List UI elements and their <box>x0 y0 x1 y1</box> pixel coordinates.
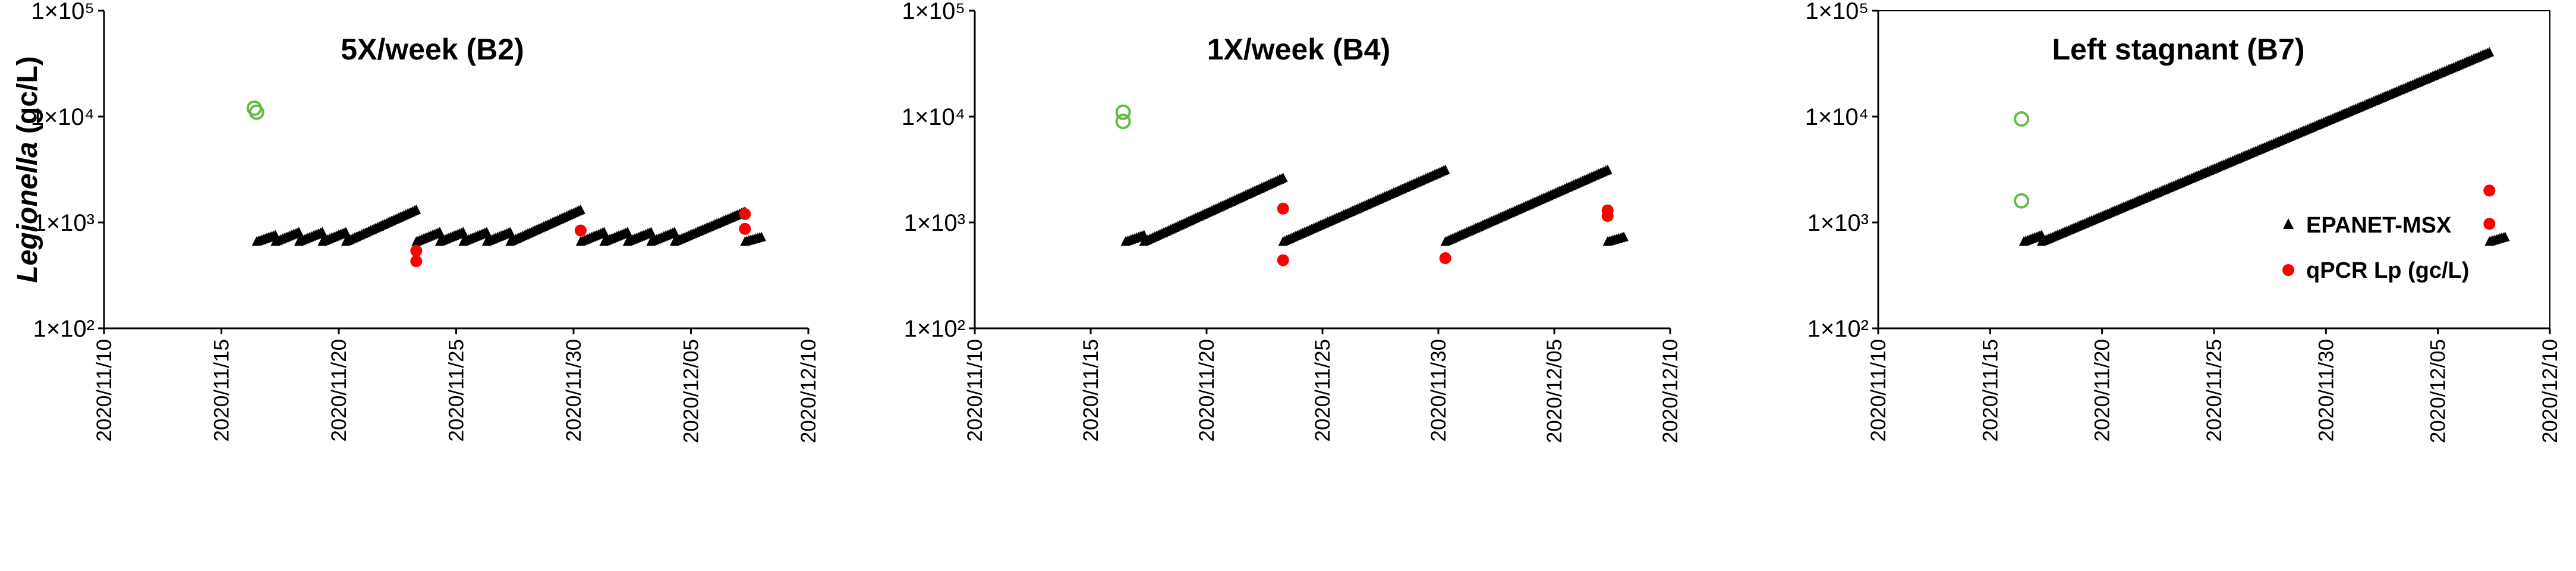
qpcr-open-point <box>1115 104 1131 120</box>
x-tick-label: 2020/11/15 <box>1979 339 2002 442</box>
x-tick-label: 2020/11/30 <box>562 339 585 442</box>
y-tick-label: 1×10² <box>904 316 965 342</box>
qpcr-open-point <box>248 104 264 120</box>
y-tick-label: 1×10³ <box>1807 210 1869 236</box>
x-tick-label: 2020/11/20 <box>1195 339 1218 442</box>
model-point <box>317 227 327 237</box>
legend: EPANET-MSX qPCR Lp (gc/L) <box>2282 213 2469 283</box>
y-tick-label: 1×10⁵ <box>902 0 965 24</box>
y-tick-label: 1×10⁴ <box>1805 104 1869 130</box>
y-tick-label: 1×10² <box>1807 316 1869 342</box>
y-tick-label: 1×10³ <box>33 210 95 236</box>
model-point <box>2484 46 2495 57</box>
qpcr-point <box>410 255 423 268</box>
y-tick-label: 1×10² <box>33 316 95 342</box>
x-tick-label: 2020/11/15 <box>210 339 234 442</box>
x-tick-label: 2020/11/10 <box>93 339 116 442</box>
x-tick-label: 2020/11/30 <box>1427 339 1450 442</box>
panel-b4: 1×10² 1×10³ 1×10⁴ 1×10⁵ 2020/11/10 2020/11/15… <box>902 0 1682 443</box>
legend-label: EPANET-MSX <box>2306 213 2452 238</box>
legend-label: qPCR Lp (gc/L) <box>2306 258 2469 283</box>
model-point <box>458 227 468 237</box>
model-point <box>1602 164 1613 174</box>
model-point <box>434 227 445 237</box>
y-tick-label: 1×10⁴ <box>902 104 965 130</box>
x-tick-label: 2020/11/25 <box>445 339 468 442</box>
x-tick-label: 2020/11/25 <box>1311 339 1334 442</box>
qpcr-point <box>1277 202 1289 215</box>
model-point <box>1278 172 1288 183</box>
y-tick-label: 1×10⁴ <box>31 104 95 130</box>
model-point <box>341 227 351 237</box>
model-point <box>757 231 766 241</box>
series-epanet-msx <box>1120 164 1629 246</box>
qpcr-point <box>739 208 751 220</box>
x-tick-label: 2020/12/05 <box>2427 339 2450 443</box>
qpcr-open-point <box>2014 111 2030 127</box>
panel-b7: 1×10² 1×10³ 1×10⁴ 1×10⁵ 2020/11/10 2020/11/15… <box>1805 0 2562 443</box>
y-axis-label: Legionella (gc/L) <box>12 56 43 283</box>
x-tick-label: 2020/12/10 <box>2539 339 2562 443</box>
model-point <box>669 227 679 237</box>
qpcr-point <box>2483 184 2496 197</box>
qpcr-open-point <box>2014 193 2030 209</box>
model-point <box>481 227 492 237</box>
chart-title: 5X/week (B2) <box>341 33 524 66</box>
series-epanet-msx <box>251 204 766 246</box>
panel-b2: 1×10² 1×10³ 1×10⁴ 1×10⁵ 2020/11/10 2020/11/15… <box>12 0 820 443</box>
qpcr-point <box>574 224 587 237</box>
model-point <box>1440 164 1450 174</box>
y-tick-label: 1×10⁵ <box>1805 0 1869 24</box>
qpcr-point <box>739 222 751 235</box>
x-tick-label: 2020/11/10 <box>963 339 987 442</box>
model-point <box>2500 231 2510 241</box>
qpcr-point <box>1439 252 1451 265</box>
x-tick-label: 2020/12/10 <box>797 339 820 443</box>
x-tick-label: 2020/11/25 <box>2203 339 2226 442</box>
x-tick-label: 2020/11/15 <box>1079 339 1103 442</box>
model-point <box>1619 231 1629 241</box>
x-tick-label: 2020/11/10 <box>1867 339 1890 442</box>
x-tick-label: 2020/12/05 <box>1543 339 1566 443</box>
x-tick-label: 2020/11/20 <box>327 339 351 442</box>
model-point <box>411 204 421 214</box>
series-epanet-msx <box>2018 46 2510 246</box>
model-point <box>622 227 632 237</box>
qpcr-point <box>1601 210 1614 222</box>
y-tick-label: 1×10⁵ <box>31 0 95 24</box>
chart-title: 1X/week (B4) <box>1207 33 1390 66</box>
qpcr-point <box>410 244 423 257</box>
x-tick-label: 2020/11/30 <box>2314 339 2338 442</box>
model-point <box>294 227 304 237</box>
legend-dot-icon <box>2282 264 2294 276</box>
y-tick-label: 1×10³ <box>904 210 965 236</box>
x-tick-label: 2020/11/20 <box>2091 339 2114 442</box>
model-point <box>599 227 609 237</box>
model-point <box>646 227 656 237</box>
qpcr-open-point <box>1115 114 1131 130</box>
legend-triangle-icon <box>2283 218 2294 229</box>
x-tick-label: 2020/12/05 <box>680 339 703 443</box>
chart-title: Left stagnant (B7) <box>2052 33 2305 66</box>
qpcr-point <box>1277 254 1289 266</box>
qpcr-point <box>2483 218 2496 230</box>
model-point <box>575 204 585 214</box>
x-tick-label: 2020/12/10 <box>1659 339 1682 443</box>
model-point <box>505 227 515 237</box>
